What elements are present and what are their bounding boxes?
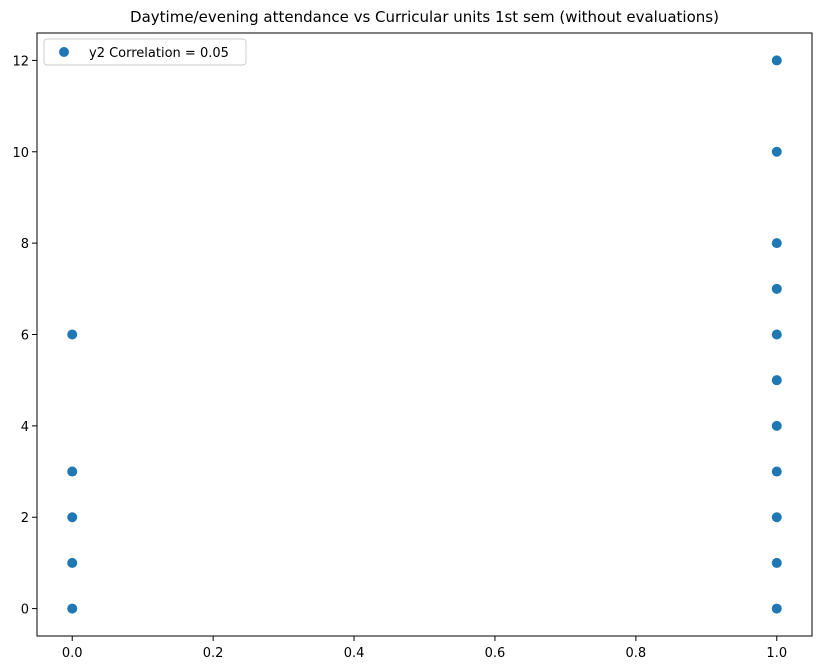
y-tick-label: 4 [21, 420, 29, 435]
data-point [67, 512, 78, 523]
x-tick-label: 0.2 [203, 646, 224, 661]
legend-label: y2 Correlation = 0.05 [89, 46, 229, 61]
data-point [771, 329, 782, 340]
data-point [771, 146, 782, 157]
y-tick-label: 10 [12, 146, 29, 161]
data-point [771, 466, 782, 477]
legend-box [43, 38, 247, 66]
x-tick-label: 0.6 [485, 646, 506, 661]
y-tick-label: 6 [21, 329, 29, 344]
chart-title: Daytime/evening attendance vs Curricular… [130, 8, 719, 26]
data-point [771, 283, 782, 294]
y-tick-label: 12 [12, 54, 29, 69]
data-point [771, 55, 782, 66]
data-point [771, 238, 782, 249]
x-axis: 0.0 0.2 0.4 0.6 0.8 1.0 [62, 636, 787, 661]
y-tick-label: 2 [21, 511, 29, 526]
x-tick-label: 0.8 [626, 646, 647, 661]
legend-marker [59, 47, 69, 57]
data-point [67, 603, 78, 614]
plot-frame [36, 32, 813, 637]
data-point [771, 557, 782, 568]
data-point [771, 603, 782, 614]
data-point [771, 375, 782, 386]
data-point [67, 557, 78, 568]
x-tick-label: 0.4 [344, 646, 365, 661]
x-tick-label: 1.0 [766, 646, 787, 661]
y-tick-label: 8 [21, 237, 29, 252]
data-point [771, 420, 782, 431]
data-point [771, 512, 782, 523]
x-tick-label: 0.0 [62, 646, 83, 661]
y-tick-label: 0 [21, 603, 29, 618]
points-layer [67, 55, 782, 614]
legend: y2 Correlation = 0.05 [43, 38, 247, 66]
data-point [67, 329, 78, 340]
data-point [67, 466, 78, 477]
y-axis: 0 2 4 6 8 10 12 [12, 54, 37, 618]
